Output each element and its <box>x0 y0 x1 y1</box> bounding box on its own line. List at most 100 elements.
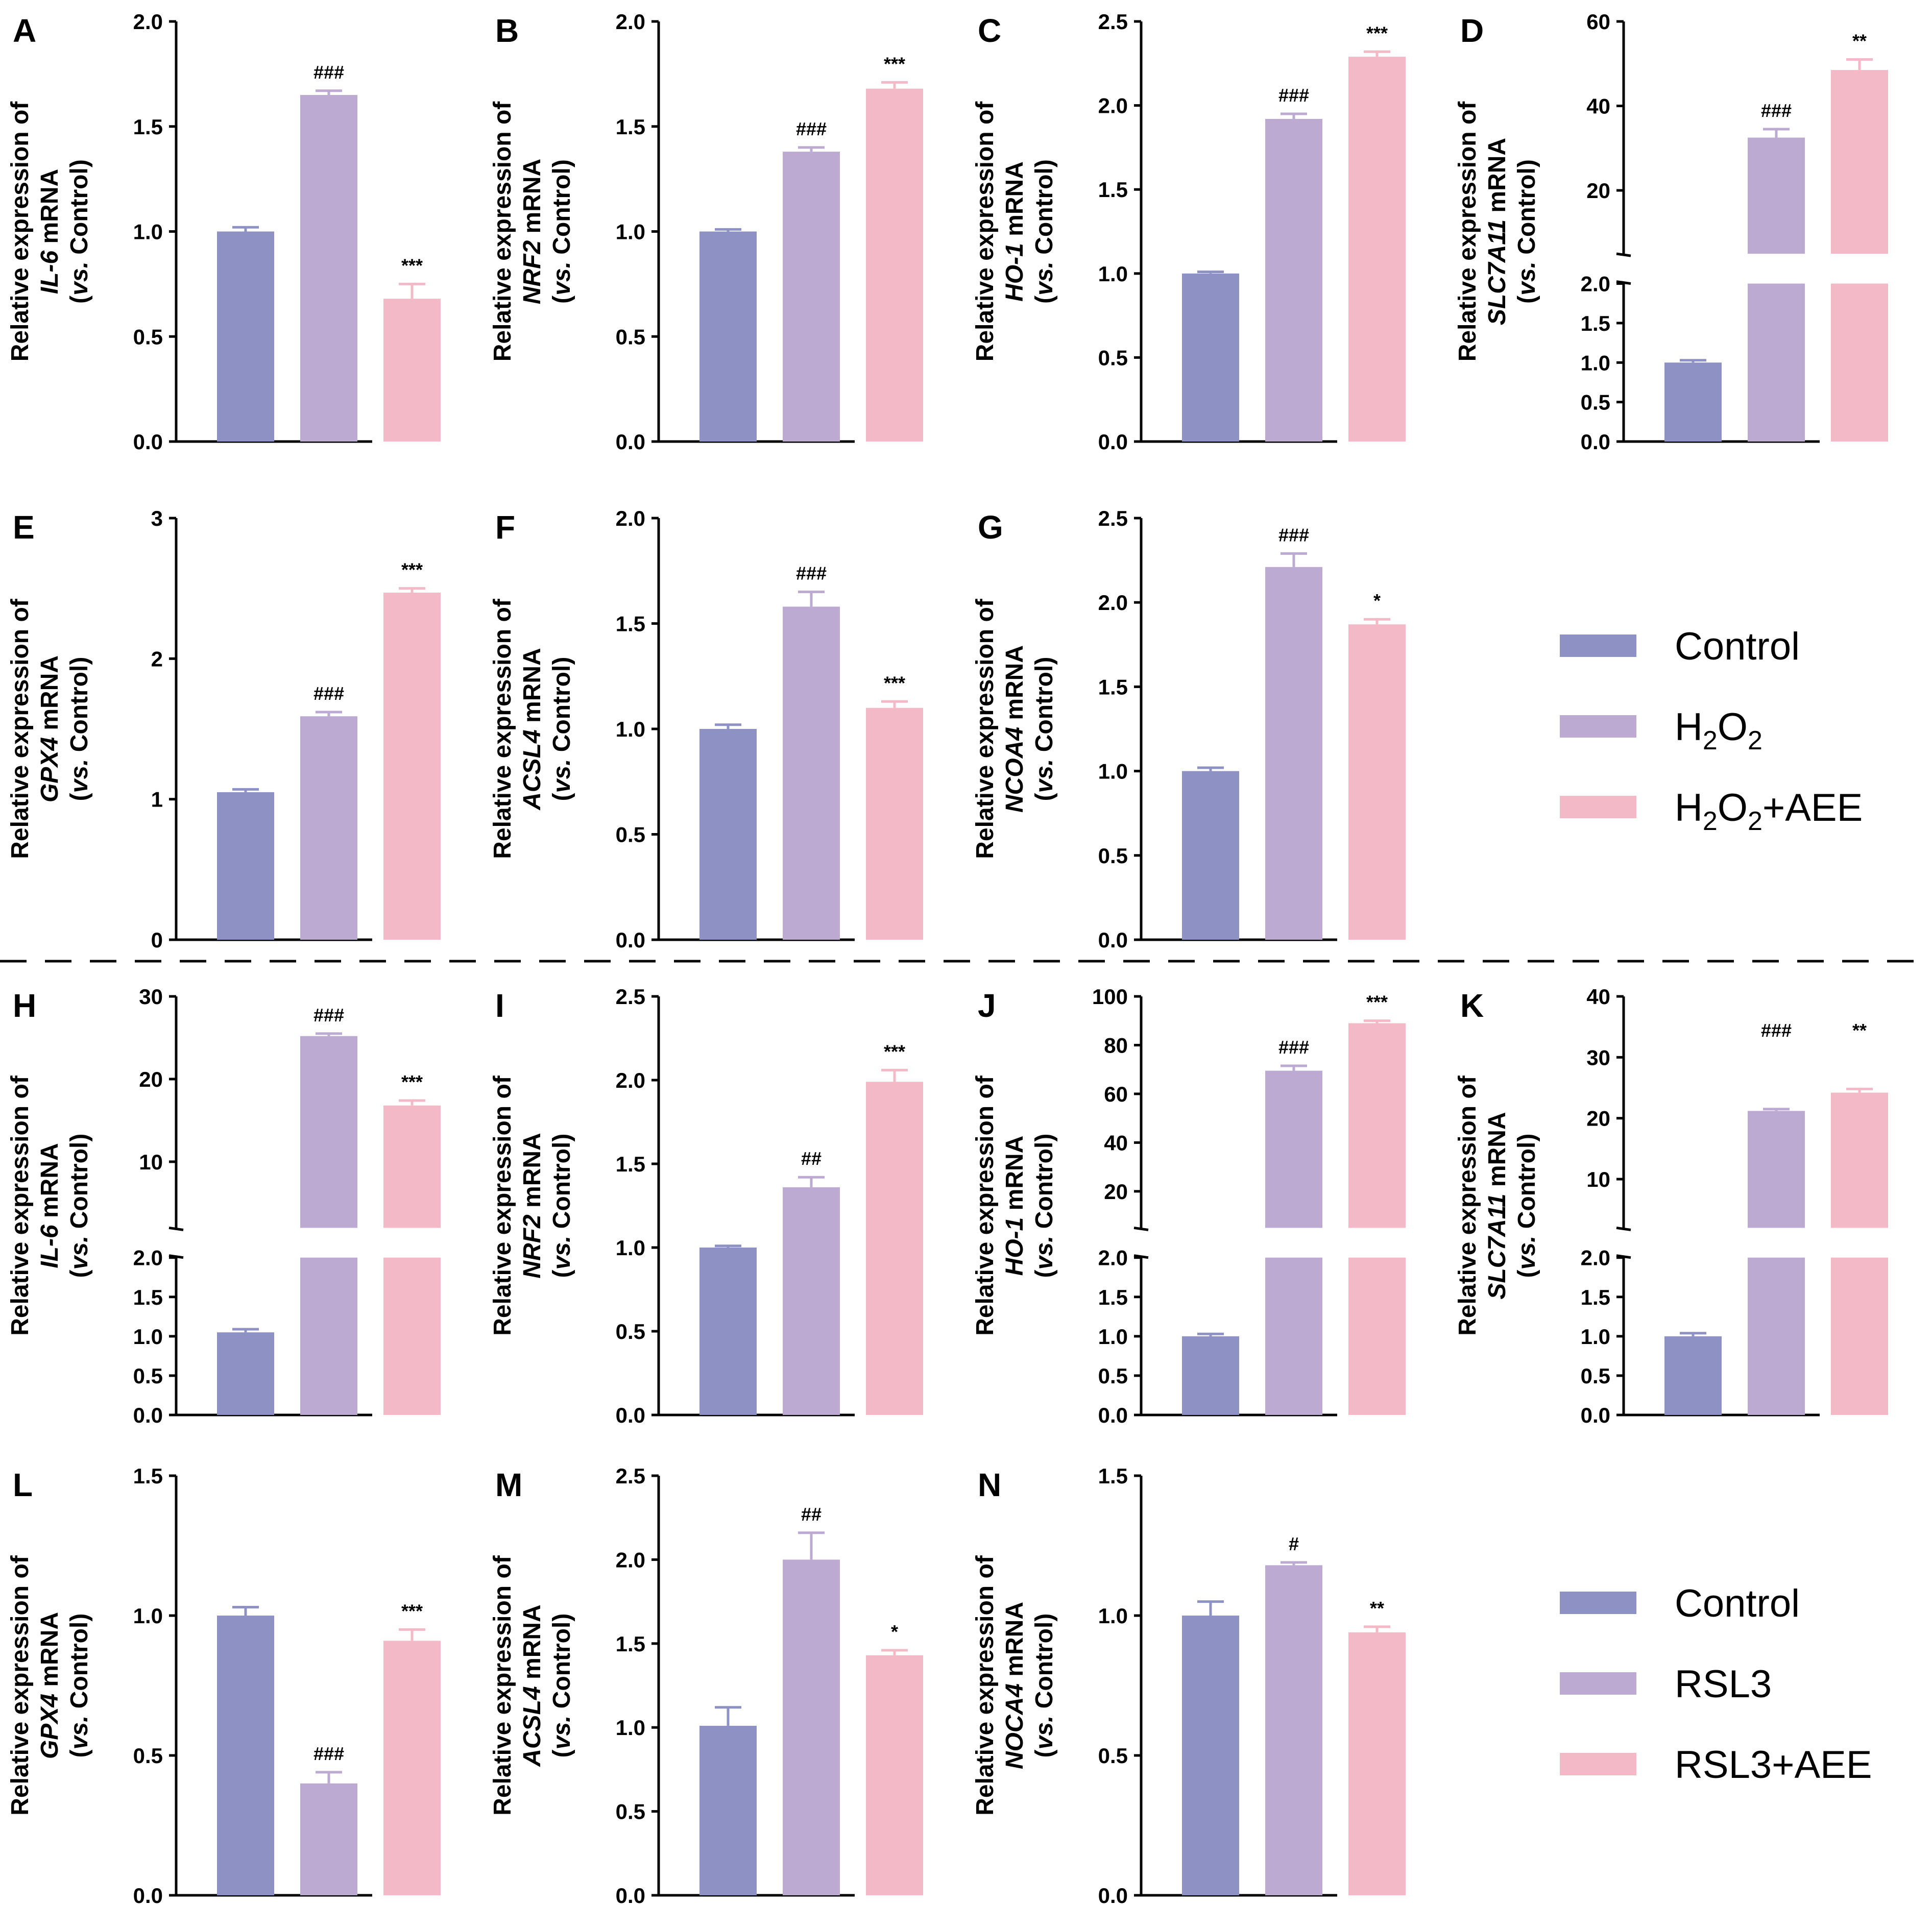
y-tick-label: 0 <box>151 928 163 952</box>
bar-1 <box>1182 1336 1239 1415</box>
panel-c: C Relative expression of HO-1 mRNA(vs. Con… <box>972 10 1406 454</box>
bar-2 <box>1265 1565 1322 1895</box>
y-axis: 0.0 0.5 1.0 1.5 2.0 2.5 <box>616 1464 855 1905</box>
panel-label: E <box>13 509 35 546</box>
bar-2-lower <box>300 1257 357 1415</box>
y-tick-label: 0.5 <box>1098 844 1128 868</box>
y-tick-label: 0.5 <box>616 1320 645 1344</box>
significance-mark: # <box>1289 1533 1299 1554</box>
y-tick-label: 20 <box>1586 179 1610 203</box>
bar-2-upper <box>300 1036 357 1228</box>
y-tick-label: 1.5 <box>616 1152 645 1176</box>
panel-label: L <box>13 1467 33 1503</box>
panel-n: N Relative expression of NOCA4 mRNA(vs. Co… <box>972 1464 1406 1905</box>
panel-d: D Relative expression of SLC7A11 mRNA(vs. … <box>1454 10 1888 454</box>
bar-3-lower <box>1348 1257 1406 1415</box>
y-axis-title: Relative expression of NCOA4 mRNA(vs. Con… <box>972 598 1058 859</box>
y-tick-label: 0.5 <box>133 1364 163 1388</box>
panel-label: D <box>1460 12 1484 49</box>
legend-label: RSL3+AEE <box>1675 1743 1872 1787</box>
y-axis-title: Relative expression of ACSL4 mRNA(vs. Con… <box>489 1555 575 1816</box>
y-tick-label: 2.0 <box>1098 1246 1128 1270</box>
legend-swatch <box>1560 1592 1636 1614</box>
bar-2-lower <box>1748 1257 1805 1415</box>
panel-label: J <box>978 987 996 1024</box>
significance-mark: *** <box>884 1041 905 1062</box>
legend-item-2: RSL3 <box>1560 1663 1772 1706</box>
panel-k: K Relative expression of SLC7A11 mRNA(vs. … <box>1454 985 1888 1427</box>
bar-1 <box>217 1616 274 1895</box>
bars: ### *** <box>217 62 441 442</box>
y-tick-label: 1.5 <box>1098 675 1128 699</box>
y-axis-title: Relative expression of IL-6 mRNA(vs. Cont… <box>7 1075 93 1336</box>
y-tick-label: 1.0 <box>133 1604 163 1628</box>
bar-2-lower <box>1265 1257 1322 1415</box>
y-axis-title: Relative expression of NOCA4 mRNA(vs. Con… <box>972 1555 1058 1816</box>
bar-3 <box>1348 624 1406 940</box>
significance-mark: ### <box>313 1743 344 1764</box>
y-tick-label: 0.0 <box>133 1884 163 1905</box>
y-tick-label: 1.0 <box>616 717 645 741</box>
bar-3 <box>866 1655 923 1895</box>
bar-3 <box>383 299 441 442</box>
bars: ### *** <box>217 559 441 940</box>
legend-swatch <box>1560 796 1636 818</box>
bars: ### ** <box>1664 30 1888 442</box>
bar-1 <box>699 231 757 442</box>
panel-g: G Relative expression of NCOA4 mRNA(vs. Co… <box>972 506 1406 952</box>
panel-i: I Relative expression of NRF2 mRNA(vs. Con… <box>489 985 923 1427</box>
panel-m: M Relative expression of ACSL4 mRNA(vs. Co… <box>489 1464 923 1905</box>
legend-label: RSL3 <box>1675 1663 1772 1706</box>
significance-mark: *** <box>884 53 905 74</box>
bar-2 <box>783 606 840 940</box>
significance-mark: * <box>1373 590 1381 611</box>
y-tick-label: 1.5 <box>1581 1285 1610 1309</box>
y-tick-label: 40 <box>1104 1131 1128 1155</box>
legend-label: H2O2 <box>1675 705 1762 755</box>
y-tick-label: 0.5 <box>133 325 163 349</box>
bar-2 <box>1265 118 1322 442</box>
bar-3-lower <box>1831 1257 1888 1415</box>
y-tick-label: 20 <box>1104 1180 1128 1204</box>
y-tick-label: 0.5 <box>616 1800 645 1824</box>
y-tick-label: 1.0 <box>1098 1325 1128 1349</box>
significance-mark: ### <box>1278 1037 1309 1058</box>
y-tick-label: 1.0 <box>616 1236 645 1260</box>
significance-mark: ** <box>1852 30 1867 51</box>
y-axis-title: Relative expression of NRF2 mRNA(vs. Cont… <box>489 101 575 362</box>
significance-mark: ### <box>1761 100 1792 121</box>
significance-mark: * <box>891 1621 898 1642</box>
significance-mark: *** <box>1366 22 1388 43</box>
bar-1 <box>217 792 274 940</box>
significance-mark: *** <box>401 1071 423 1092</box>
legend-swatch <box>1560 634 1636 657</box>
bar-2 <box>783 1187 840 1415</box>
y-tick-label: 1.5 <box>133 1285 163 1309</box>
y-tick-label: 0.0 <box>616 1403 645 1427</box>
significance-mark: ### <box>1278 524 1309 545</box>
y-tick-label: 1.5 <box>133 1464 163 1488</box>
axis-break-mark <box>1616 1226 1631 1231</box>
y-axis-title: Relative expression of GPX4 mRNA(vs. Cont… <box>7 598 93 859</box>
y-tick-label: 2.0 <box>1098 591 1128 615</box>
bars: ### *** <box>1182 22 1406 442</box>
bars: ### *** <box>699 53 923 442</box>
y-axis: 0.0 0.5 1.0 1.5 2.0 2.5 <box>1098 506 1337 952</box>
bar-3-upper <box>1831 1092 1888 1228</box>
legend-bottom: Control RSL3 RSL3+AEE <box>1560 1582 1872 1787</box>
y-tick-label: 0.5 <box>1581 390 1610 414</box>
y-tick-label: 2.5 <box>616 985 645 1009</box>
legend-label: Control <box>1675 1582 1800 1625</box>
bar-2 <box>300 95 357 442</box>
bar-2 <box>300 716 357 940</box>
legend-item-3: RSL3+AEE <box>1560 1743 1872 1787</box>
y-axis: 0.0 0.5 1.0 1.5 2.0 10 20 30 <box>133 985 372 1427</box>
y-tick-label: 20 <box>1586 1107 1610 1131</box>
legend-label: Control <box>1675 625 1800 668</box>
y-tick-label: 2.0 <box>1581 272 1610 296</box>
y-tick-label: 60 <box>1104 1082 1128 1106</box>
bar-2-upper <box>1748 137 1805 254</box>
legend-item-2: H2O2 <box>1560 705 1762 755</box>
y-tick-label: 2.0 <box>616 1068 645 1092</box>
bar-2-lower <box>1748 283 1805 442</box>
